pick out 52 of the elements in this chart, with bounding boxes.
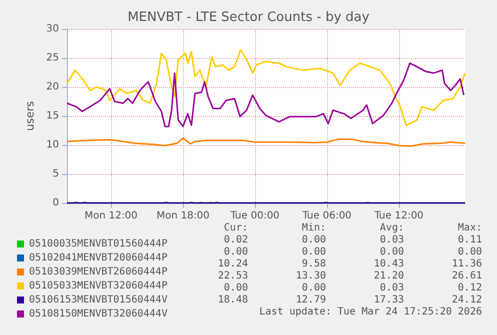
y-tick-label: 15 (46, 110, 59, 122)
y-tick-label: 20 (46, 82, 59, 92)
x-tick-label: Mon 12:00 (84, 210, 138, 222)
y-axis-title: users (23, 100, 36, 131)
text: 0.12 (458, 282, 482, 294)
text: 0.03 (380, 234, 404, 246)
text: Min: (302, 222, 326, 234)
text: 10.24 (218, 258, 248, 270)
legend-label: 05102041MENVBT20060444P (29, 252, 168, 264)
text: 0.00 (224, 246, 248, 258)
text: 22.53 (218, 270, 248, 282)
x-tick-label: Tue 12:00 (373, 210, 424, 222)
text: 0.00 (302, 282, 326, 294)
y-tick-label: 30 (46, 24, 59, 34)
y-tick-label: 0 (52, 198, 59, 208)
line-series (66, 62, 465, 128)
legend-label: 05108150MENVBT32060444V (29, 308, 168, 320)
text: Cur: (224, 222, 248, 234)
legend-label: 05106153MENVBT01560444V (29, 294, 168, 306)
x-tick-label: Tue 06:00 (301, 210, 352, 222)
text: Last update: Tue Mar 24 17:25:20 2026 (259, 306, 482, 318)
y-tick-label: 5 (52, 168, 59, 180)
text: 12.79 (296, 294, 326, 306)
text: 0.00 (380, 246, 404, 258)
x-tick-label: Tue 00:00 (229, 210, 280, 222)
text: 0.11 (458, 234, 482, 246)
text: 10.43 (374, 258, 404, 270)
line-series (66, 137, 466, 147)
x-tick-label: Mon 18:00 (156, 210, 210, 222)
text: 0.02 (224, 234, 248, 246)
chart-title: MENVBT - LTE Sector Counts - by day (128, 10, 370, 25)
text: 17.33 (374, 294, 404, 306)
text: 24.12 (452, 294, 482, 306)
text: 18.48 (218, 294, 248, 306)
text: Max: (458, 222, 482, 234)
text: 0.00 (458, 246, 482, 258)
text: 0.00 (302, 234, 326, 246)
y-tick-label: 10 (46, 140, 59, 150)
legend-label: 05105033MENVBT32060444P (29, 280, 168, 292)
text: 9.58 (302, 258, 326, 270)
legend-label: 05100035MENVBT01560444P (29, 238, 168, 250)
text: 26.61 (452, 270, 482, 282)
line-series (66, 49, 466, 126)
text: 21.20 (374, 270, 404, 282)
text: 11.36 (452, 258, 482, 270)
text: 0.03 (380, 282, 404, 294)
text: 0.00 (302, 246, 326, 258)
text: 13.30 (296, 270, 326, 282)
text: Avg: (380, 222, 404, 234)
legend-label: 05103039MENVBT26060444P (29, 266, 168, 278)
y-tick-label: 25 (46, 52, 59, 64)
text: 0.00 (224, 282, 248, 294)
